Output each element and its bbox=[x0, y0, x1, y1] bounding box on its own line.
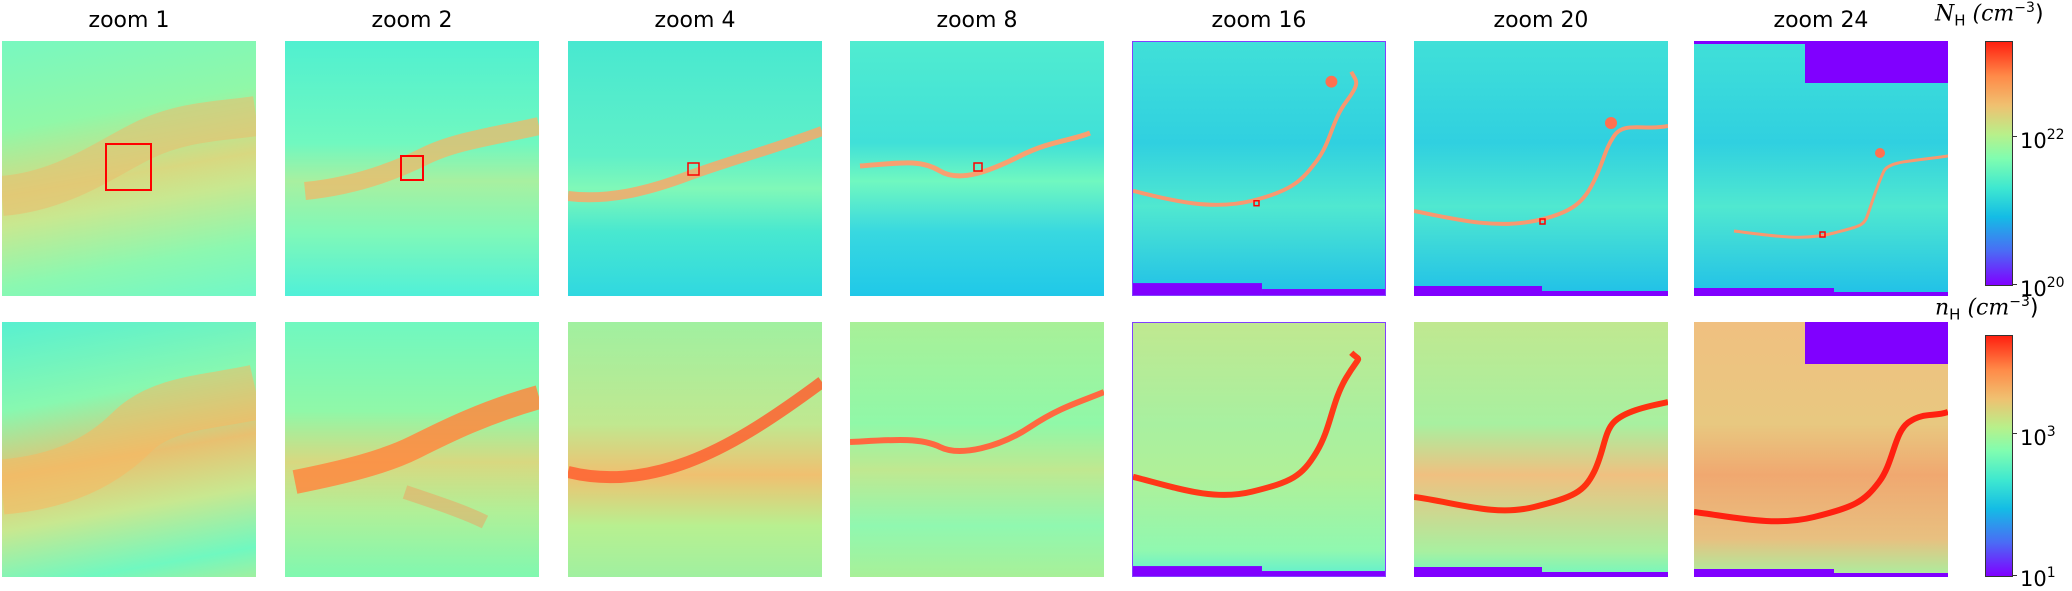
zoom-region-box bbox=[1253, 200, 1260, 207]
zoom-region-box bbox=[105, 143, 152, 191]
zoom-region-box bbox=[400, 155, 424, 181]
column-title-zoom-20: zoom 20 bbox=[1493, 8, 1589, 33]
colorbar-volume-density bbox=[1985, 335, 2013, 577]
zoom-region-box bbox=[1819, 231, 1826, 238]
volume-density-map-zoom-4 bbox=[568, 322, 822, 577]
zoom-region-box bbox=[973, 162, 983, 172]
colorbar-tick-label-1e3: 103 bbox=[2020, 424, 2056, 450]
volume-density-map-zoom-2 bbox=[285, 322, 539, 577]
column-density-map-zoom-16 bbox=[1132, 41, 1386, 296]
colorbar-title-volume-density: nH (cm−3) bbox=[1935, 294, 2039, 324]
volume-density-map-zoom-8 bbox=[850, 322, 1104, 577]
colorbar-tick bbox=[2012, 433, 2017, 434]
colorbar-tick bbox=[2012, 136, 2017, 137]
volume-density-map-zoom-1 bbox=[2, 322, 256, 577]
column-title-zoom-24: zoom 24 bbox=[1773, 8, 1869, 33]
colorbar-tick-label-1e22: 1022 bbox=[2020, 127, 2065, 153]
column-density-map-zoom-8 bbox=[850, 41, 1104, 296]
column-density-map-zoom-2 bbox=[285, 41, 539, 296]
column-density-map-zoom-24 bbox=[1694, 41, 1948, 296]
column-title-zoom-2: zoom 2 bbox=[371, 8, 453, 33]
colorbar-title-column-density: NH (cm−3) bbox=[1935, 0, 2044, 30]
volume-density-map-zoom-20 bbox=[1414, 322, 1668, 577]
colorbar-tick bbox=[2012, 575, 2017, 576]
column-title-zoom-4: zoom 4 bbox=[654, 8, 736, 33]
zoom-region-box bbox=[687, 162, 700, 176]
column-title-zoom-8: zoom 8 bbox=[936, 8, 1018, 33]
colorbar-tick-label-1e1: 101 bbox=[2020, 565, 2056, 591]
column-title-zoom-1: zoom 1 bbox=[88, 8, 170, 33]
colorbar-column-density bbox=[1985, 41, 2013, 286]
volume-density-map-zoom-24 bbox=[1694, 322, 1948, 577]
volume-density-map-zoom-16 bbox=[1132, 322, 1386, 577]
zoom-region-box bbox=[1539, 218, 1546, 225]
colorbar-tick-label-1e20: 1020 bbox=[2020, 275, 2065, 301]
column-density-map-zoom-20 bbox=[1414, 41, 1668, 296]
column-title-zoom-16: zoom 16 bbox=[1211, 8, 1307, 33]
column-density-map-zoom-1 bbox=[2, 41, 256, 296]
colorbar-tick bbox=[2012, 284, 2017, 285]
column-density-map-zoom-4 bbox=[568, 41, 822, 296]
